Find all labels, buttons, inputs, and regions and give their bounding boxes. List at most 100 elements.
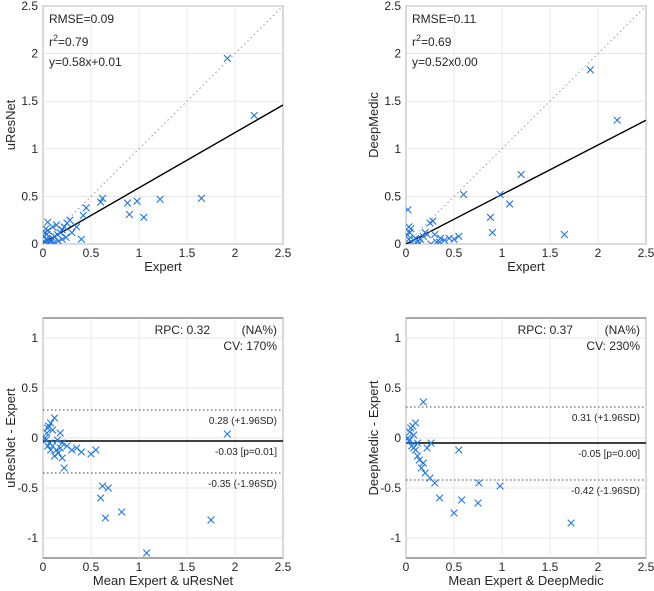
rmse-label: RMSE=0.09 xyxy=(49,12,114,26)
y-axis-label: uResNet - Expert xyxy=(3,388,18,488)
x-tick-label: 0 xyxy=(403,246,410,260)
data-point xyxy=(423,230,431,239)
data-point xyxy=(56,444,65,452)
y-tick-label: 0 xyxy=(394,431,401,445)
data-point xyxy=(125,210,134,219)
data-point xyxy=(43,224,50,233)
data-point xyxy=(46,446,55,454)
fit-equation-label: y=0.52x0.00 xyxy=(412,55,478,69)
x-axis-label: Mean Expert & uResNet xyxy=(93,573,234,588)
data-point xyxy=(72,444,81,452)
data-point xyxy=(77,448,86,456)
x-tick-label: 1.5 xyxy=(542,560,559,574)
y-tick-label: 0.5 xyxy=(384,189,401,203)
data-point xyxy=(496,190,504,199)
data-point xyxy=(223,430,232,438)
data-point xyxy=(133,197,141,205)
data-point xyxy=(50,239,59,244)
x-tick-label: 1 xyxy=(136,246,143,260)
data-point xyxy=(450,235,458,244)
data-point xyxy=(60,464,68,472)
plot-content xyxy=(406,6,646,244)
data-point xyxy=(63,442,71,450)
x-tick-label: 1.5 xyxy=(179,246,196,260)
data-point xyxy=(101,514,110,522)
data-point xyxy=(409,431,418,439)
rpc-label: RPC: 0.37 xyxy=(518,323,574,337)
y-tick-label: -1 xyxy=(27,531,38,545)
y-tick-label: 0.5 xyxy=(21,381,38,395)
x-tick-label: 2 xyxy=(595,560,602,574)
y-tick-label: -1 xyxy=(390,531,401,545)
data-point xyxy=(474,499,482,507)
y-tick-label: 1.5 xyxy=(384,94,401,108)
data-point xyxy=(586,65,595,74)
y-tick-label: 1 xyxy=(394,331,401,345)
y-tick-label: 0 xyxy=(394,237,401,251)
data-point xyxy=(415,239,424,244)
plot-content xyxy=(43,6,283,244)
x-tick-label: 0 xyxy=(40,246,47,260)
data-point xyxy=(68,446,76,454)
data-point xyxy=(413,452,422,460)
data-point xyxy=(123,199,132,207)
x-tick-label: 1 xyxy=(499,560,506,574)
x-tick-label: 2 xyxy=(232,246,239,260)
x-tick-label: 2.5 xyxy=(638,246,654,260)
na-label: (NA%) xyxy=(605,323,640,337)
data-point xyxy=(415,456,424,464)
data-point xyxy=(92,446,100,454)
data-point xyxy=(475,479,483,487)
data-point xyxy=(223,54,232,63)
r-squared-label: r2=0.69 xyxy=(412,33,452,49)
x-tick-label: 1.5 xyxy=(179,560,196,574)
x-tick-label: 1 xyxy=(136,560,143,574)
rpc-label: RPC: 0.32 xyxy=(155,323,211,337)
data-point xyxy=(486,213,495,222)
y-tick-label: 0 xyxy=(31,431,38,445)
data-point xyxy=(60,223,68,231)
data-point xyxy=(423,444,431,452)
plot-content xyxy=(43,409,283,557)
data-point xyxy=(431,479,439,487)
y-tick-label: 1 xyxy=(31,331,38,345)
upper-limit-label: 0.31 (+1.96SD) xyxy=(572,413,640,424)
data-point xyxy=(440,236,449,244)
x-tick-label: 2.5 xyxy=(638,560,654,574)
x-tick-label: 0.5 xyxy=(83,560,100,574)
data-point xyxy=(457,496,466,504)
y-axis-label: uResNet xyxy=(3,99,18,150)
data-point xyxy=(62,233,70,242)
y-tick-label: 0.5 xyxy=(21,189,38,203)
data-point xyxy=(140,213,148,222)
x-axis-label: Expert xyxy=(507,259,545,274)
data-point xyxy=(50,414,59,422)
x-axis-label: Mean Expert & DeepMedic xyxy=(448,573,604,588)
x-tick-label: 2.5 xyxy=(275,560,292,574)
data-point xyxy=(406,436,414,444)
data-point xyxy=(72,223,81,231)
cv-label: CV: 170% xyxy=(223,339,277,353)
data-point xyxy=(567,519,575,527)
data-point xyxy=(613,116,621,125)
y-tick-label: 2 xyxy=(31,47,38,61)
y-tick-label: 2.5 xyxy=(21,0,38,13)
data-point xyxy=(429,217,437,225)
lower-limit-label: -0.42 (-1.96SD) xyxy=(571,486,640,497)
data-point xyxy=(419,398,428,406)
data-point xyxy=(79,211,88,220)
regression-line xyxy=(406,119,646,244)
upper-limit-label: 0.28 (+1.96SD) xyxy=(209,416,277,427)
data-point xyxy=(560,230,569,239)
y-axis-label: DeepMedic xyxy=(366,92,381,158)
data-point xyxy=(48,223,57,231)
data-point xyxy=(450,509,458,517)
data-point xyxy=(54,449,63,457)
y-tick-label: 1 xyxy=(31,142,38,156)
data-point xyxy=(52,221,61,229)
y-tick-label: -0.5 xyxy=(17,481,38,495)
y-tick-label: 1 xyxy=(394,142,401,156)
x-tick-label: 0.5 xyxy=(446,246,463,260)
data-point xyxy=(207,516,215,524)
